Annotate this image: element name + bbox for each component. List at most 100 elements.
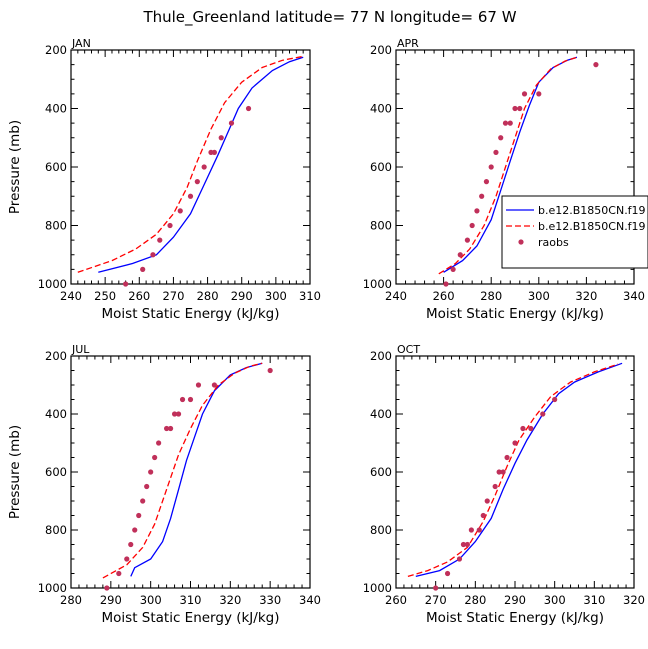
raobs-marker xyxy=(468,527,474,533)
x-axis-title: Moist Static Energy (kJ/kg) xyxy=(102,306,280,322)
raobs-marker xyxy=(493,149,499,155)
raobs-marker xyxy=(148,469,154,475)
panel-apr: APR 240 260 280 300 320 340 200 400 600 800 1000 Moi… xyxy=(363,37,648,322)
raobs-marker xyxy=(179,396,186,403)
y-tick-label: 400 xyxy=(370,407,392,421)
x-tick-label: 280 xyxy=(464,593,486,607)
raobs-marker xyxy=(177,208,183,214)
y-tick-label: 600 xyxy=(45,465,67,479)
x-tick-label: 300 xyxy=(265,289,287,303)
raobs-marker xyxy=(228,120,235,126)
raobs-marker xyxy=(195,382,202,388)
y-tick-label: 400 xyxy=(45,407,67,421)
raobs-marker xyxy=(512,105,518,112)
y-tick-label: 200 xyxy=(45,349,67,363)
raobs-marker xyxy=(464,541,470,548)
raobs-marker xyxy=(104,585,110,591)
raobs-marker xyxy=(480,512,486,519)
raobs-marker xyxy=(443,281,449,287)
raobs-marker xyxy=(140,498,146,504)
raobs-marker xyxy=(552,396,558,403)
legend-label: b.e12.B1850CN.f19 xyxy=(538,220,646,233)
raobs-marker xyxy=(460,541,467,548)
plot-frame xyxy=(70,49,311,285)
raobs-marker xyxy=(171,411,178,417)
raobs-marker xyxy=(218,135,224,141)
raobs-marker xyxy=(167,222,173,229)
x-axis-title: Moist Static Energy (kJ/kg) xyxy=(426,306,604,322)
raobs-marker xyxy=(536,91,542,97)
raobs-marker xyxy=(469,222,475,229)
raobs-marker xyxy=(124,556,130,562)
x-tick-label: 270 xyxy=(162,289,184,303)
raobs-marker xyxy=(211,382,217,388)
raobs-marker xyxy=(123,281,129,287)
y-tick-label: 800 xyxy=(45,219,67,233)
x-tick-label: 280 xyxy=(480,289,502,303)
y-tick-label: 1000 xyxy=(38,277,67,291)
series-line-solid xyxy=(415,362,623,578)
x-tick-label: 320 xyxy=(623,593,645,607)
y-tick-label: 600 xyxy=(45,160,67,174)
raobs-marker xyxy=(187,396,194,403)
panel-label: APR xyxy=(397,37,419,50)
series-line-dashed xyxy=(77,55,304,273)
y-tick-label: 800 xyxy=(370,219,392,233)
raobs-marker xyxy=(194,179,200,185)
raobs-marker xyxy=(520,425,526,432)
raobs-marker xyxy=(450,266,456,272)
x-tick-label: 330 xyxy=(259,593,281,607)
raobs-marker xyxy=(500,469,506,475)
raobs-marker xyxy=(488,164,494,170)
y-tick-label: 400 xyxy=(370,102,392,116)
raobs-marker xyxy=(507,120,513,126)
raobs-marker xyxy=(483,179,490,185)
x-tick-label: 310 xyxy=(180,593,202,607)
panel-label: OCT xyxy=(397,343,420,356)
series-line-dashed xyxy=(102,362,263,579)
y-tick-label: 600 xyxy=(370,160,392,174)
raobs-marker xyxy=(150,252,156,258)
series-line-solid xyxy=(98,56,304,273)
raobs-marker xyxy=(201,164,207,170)
x-tick-label: 320 xyxy=(575,289,597,303)
raobs-marker xyxy=(474,208,480,214)
raobs-marker xyxy=(444,570,451,577)
legend-marker xyxy=(518,239,524,245)
x-tick-label: 240 xyxy=(385,289,407,303)
x-tick-label: 310 xyxy=(299,289,321,303)
legend-label: b.e12.B1850CN.f19 xyxy=(538,204,646,217)
x-tick-label: 300 xyxy=(544,593,566,607)
raobs-marker xyxy=(187,193,194,199)
raobs-marker xyxy=(456,556,463,562)
y-tick-label: 1000 xyxy=(38,581,67,595)
y-tick-label: 200 xyxy=(45,43,67,57)
panel-label: JAN xyxy=(71,37,91,50)
raobs-marker xyxy=(433,585,439,591)
raobs-marker xyxy=(484,498,490,504)
raobs-marker xyxy=(167,425,174,432)
raobs-marker xyxy=(540,411,546,417)
raobs-marker xyxy=(498,135,504,141)
raobs-marker xyxy=(164,425,170,432)
series-line-dashed xyxy=(438,56,578,275)
raobs-marker xyxy=(175,411,182,417)
panel-label: JUL xyxy=(71,343,90,356)
y-tick-label: 800 xyxy=(370,523,392,537)
raobs-marker xyxy=(492,483,498,490)
raobs-marker xyxy=(464,237,470,243)
y-tick-label: 600 xyxy=(370,465,392,479)
x-tick-label: 260 xyxy=(433,289,455,303)
raobs-marker xyxy=(140,266,146,272)
raobs-marker xyxy=(504,454,510,461)
raobs-marker xyxy=(521,91,528,97)
raobs-marker xyxy=(476,527,482,533)
raobs-marker xyxy=(479,193,485,199)
y-tick-label: 1000 xyxy=(363,581,392,595)
raobs-marker xyxy=(517,105,523,112)
raobs-marker xyxy=(144,483,150,490)
raobs-marker xyxy=(128,541,134,548)
raobs-marker xyxy=(132,527,138,533)
x-tick-label: 260 xyxy=(385,593,407,607)
